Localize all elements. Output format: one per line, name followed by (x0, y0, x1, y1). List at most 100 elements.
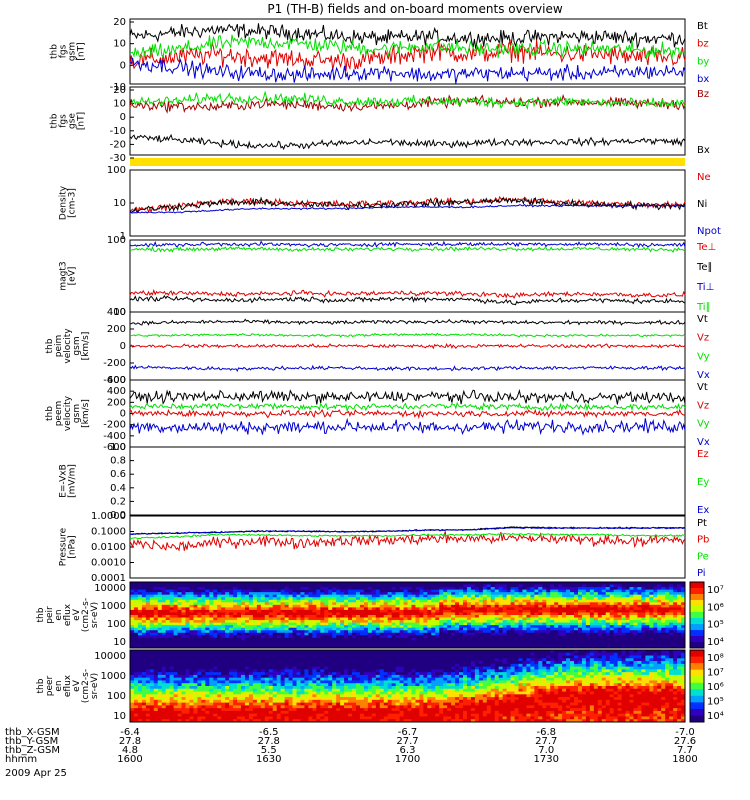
spectrogram-cell (665, 582, 670, 585)
spectrogram-cell (340, 642, 345, 646)
spectrogram-cell (407, 658, 412, 662)
spectrogram-cell (284, 612, 289, 616)
spectrogram-cell (340, 669, 345, 673)
spectrogram-cell (399, 592, 404, 596)
spectrogram-cell (562, 612, 567, 616)
spectrogram-cell (213, 602, 218, 606)
spectrogram-cell (133, 625, 139, 629)
spectrogram-cell (209, 594, 214, 598)
spectrogram-cell (130, 640, 135, 644)
spectrogram-cell (486, 612, 492, 616)
spectrogram-cell (597, 642, 603, 646)
spectrogram-cell (387, 604, 393, 608)
spectrogram-cell (407, 622, 412, 626)
spectrogram-cell (641, 632, 646, 636)
spectrogram-cell (145, 589, 151, 593)
spectrogram-cell (669, 604, 674, 608)
spectrogram-cell (399, 658, 404, 662)
spectrogram-cell (613, 609, 618, 613)
spectrogram-cell (498, 589, 504, 593)
spectrogram-cell (470, 607, 476, 611)
legend-Pb: Pb (697, 535, 709, 546)
spectrogram-cell (605, 655, 611, 659)
y-axis-label-line: velocity (63, 328, 73, 364)
spectrogram-cell (510, 582, 515, 585)
spectrogram-cell (300, 620, 305, 624)
spectrogram-cell (455, 589, 460, 593)
spectrogram-cell (221, 604, 226, 608)
spectrogram-cell (625, 620, 630, 624)
spectrogram-cell (522, 625, 527, 629)
spectrogram-cell (137, 661, 143, 665)
spectrogram-cell (272, 584, 278, 588)
spectrogram-cell (490, 602, 496, 606)
spectrogram-cell (157, 652, 163, 656)
spectrogram-cell (459, 612, 464, 616)
spectrogram-cell (562, 582, 567, 585)
spectrogram-cell (486, 625, 492, 629)
spectrogram-cell (205, 642, 210, 646)
spectrogram-cell (383, 620, 389, 624)
spectrogram-cell (534, 663, 539, 668)
spectrogram-cell (677, 627, 682, 631)
spectrogram-cell (177, 587, 182, 591)
spectrogram-cell (585, 640, 591, 644)
spectrogram-cell (443, 661, 448, 665)
spectrogram-cell (574, 625, 579, 629)
spectrogram-cell (613, 630, 618, 634)
spectrogram-cell (673, 622, 678, 626)
spectrogram-cell (466, 602, 472, 606)
spectrogram-cell (359, 669, 365, 673)
spectrogram-cell (538, 642, 543, 646)
spectrogram-cell (312, 666, 317, 670)
spectrogram-cell (542, 617, 547, 621)
spectrogram-cell (241, 627, 246, 631)
spectrogram-cell (633, 658, 638, 662)
spectrogram-cell (324, 602, 329, 606)
spectrogram-cell (562, 666, 567, 670)
spectrogram-cell (324, 615, 329, 618)
spectrogram-cell (633, 609, 638, 613)
spectrogram-cell (375, 652, 381, 656)
spectrogram-cell (522, 612, 527, 616)
spectrogram-cell (157, 609, 163, 613)
spectrogram-cell (526, 652, 531, 656)
spectrogram-cell (466, 597, 472, 601)
spectrogram-cell (558, 617, 563, 621)
panel-8: Pressure[nPa]1.00000.10000.01000.00100.0… (59, 511, 710, 584)
spectrogram-cell (669, 597, 674, 601)
spectrogram-cell (352, 602, 357, 606)
spectrogram-cell (320, 640, 325, 644)
spectrogram-cell (399, 632, 404, 636)
spectrogram-cell (340, 612, 345, 616)
spectrogram-cell (439, 666, 444, 670)
spectrogram-cell (597, 597, 603, 601)
spectrogram-cell (209, 642, 214, 646)
spectrogram-cell (423, 609, 428, 613)
spectrogram-cell (577, 604, 583, 608)
spectrogram-cell (264, 658, 270, 662)
spectrogram-cell (447, 609, 452, 613)
spectrogram-cell (352, 630, 357, 634)
spectrogram-cell (340, 620, 345, 624)
spectrogram-cell (593, 630, 599, 634)
spectrogram-cell (300, 604, 305, 608)
spectrogram-cell (566, 612, 571, 616)
spectrogram-cell (268, 602, 274, 606)
spectrogram-cell (177, 599, 182, 603)
spectrogram-cell (601, 604, 607, 608)
spectrogram-cell (538, 604, 543, 608)
spectrogram-cell (387, 612, 393, 616)
series-line (129, 294, 686, 306)
spectrogram-cell (494, 669, 500, 673)
spectrogram-cell (248, 584, 254, 588)
spectrogram-cell (379, 645, 385, 649)
spectrogram-cell (538, 635, 543, 639)
spectrogram-cell (316, 584, 321, 588)
spectrogram-cell (391, 617, 396, 621)
spectrogram-cell (197, 612, 202, 616)
spectrogram-cell (145, 632, 151, 636)
spectrogram-cell (316, 582, 321, 585)
spectrogram-cell (201, 640, 206, 644)
spectrogram-cell (308, 658, 313, 662)
